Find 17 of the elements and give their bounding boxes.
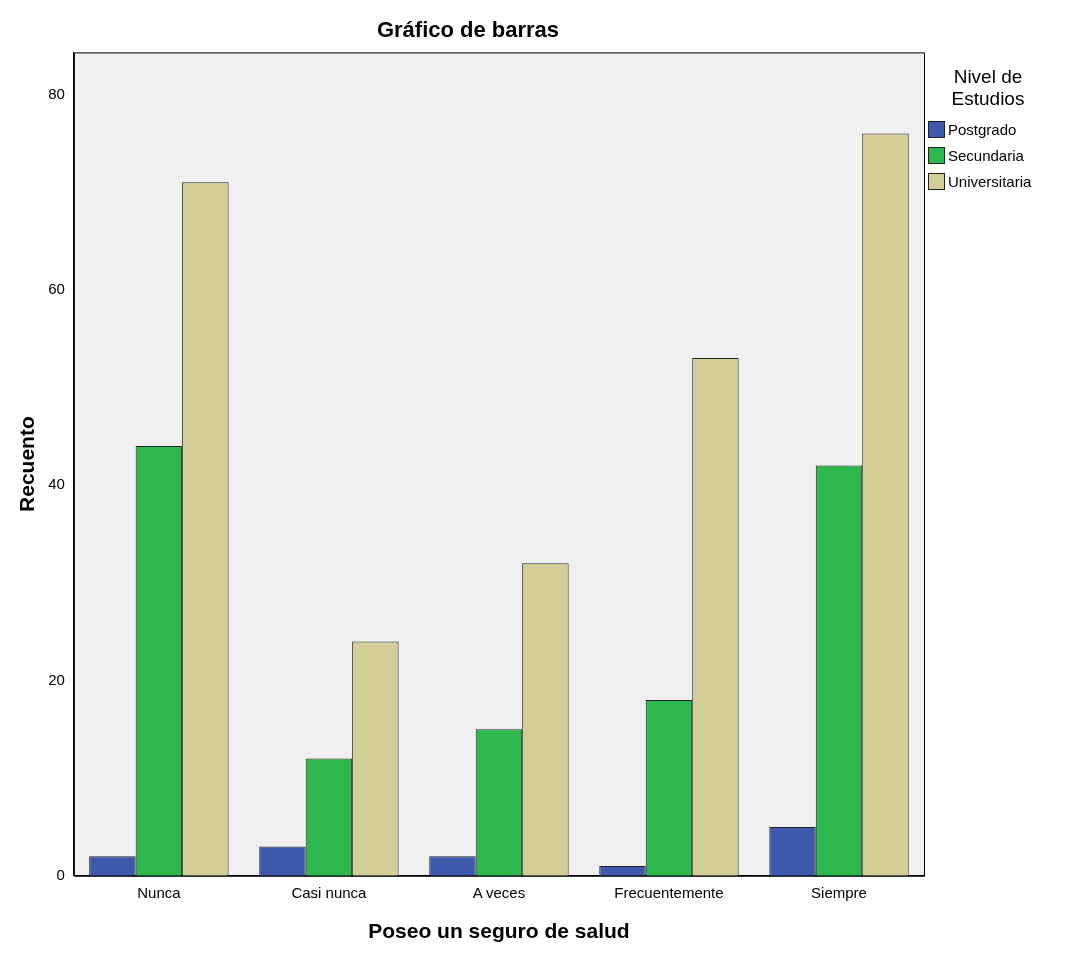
legend-label: Universitaria (948, 172, 1032, 190)
x-axis-title: Poseo un seguro de salud (368, 919, 630, 943)
y-tick-label: 0 (56, 865, 65, 883)
x-tick-label: Siempre (811, 883, 867, 901)
y-axis-title: Recuento (15, 416, 39, 512)
x-tick-label: Nunca (137, 883, 182, 901)
y-tick-label: 20 (48, 670, 65, 688)
legend-label: Postgrado (948, 120, 1017, 138)
legend-title: Nivel de Estudios (950, 66, 1026, 110)
y-tick-label: 80 (48, 84, 65, 102)
legend-label: Secundaria (948, 146, 1024, 164)
chart-title: Gráfico de barras (376, 17, 560, 43)
x-tick-label: A veces (472, 883, 526, 901)
x-tick-label: Casi nunca (291, 883, 368, 901)
y-tick-label: 40 (48, 475, 65, 493)
y-tick-label: 60 (48, 279, 65, 297)
x-tick-label: Frecuentemente (614, 883, 724, 901)
